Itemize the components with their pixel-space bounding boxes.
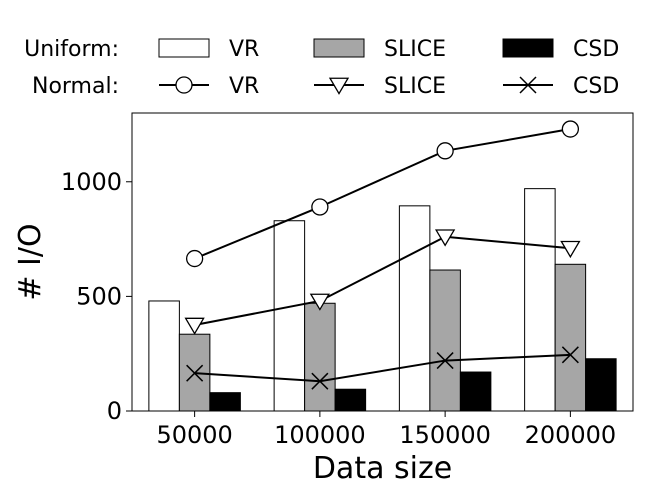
legend: Uniform: VR SLICE CSD Normal: VR SLICE CSD <box>24 37 619 99</box>
bar-uniform-csd-50000 <box>209 392 241 412</box>
point-normal-csd-100000 <box>311 372 329 390</box>
y-tick-label: 0 <box>107 397 122 425</box>
point-normal-slice-100000 <box>309 293 331 311</box>
legend-marker-normal-slice <box>328 77 350 95</box>
legend-label: SLICE <box>384 74 446 99</box>
y-tick-label: 500 <box>76 282 122 310</box>
bar-uniform-slice-200000 <box>554 263 587 412</box>
legend-group-label: Normal: <box>32 74 119 99</box>
x-axis-label: Data size <box>313 451 452 486</box>
legend-swatch-uniform-csd <box>502 38 554 58</box>
legend-group-label: Uniform: <box>24 37 119 62</box>
legend-label: VR <box>229 37 259 62</box>
point-normal-vr-200000 <box>561 120 580 138</box>
bar-uniform-vr-50000 <box>148 300 180 412</box>
y-tick-label: 1000 <box>61 168 122 196</box>
point-normal-vr-150000 <box>436 142 454 160</box>
bar-uniform-vr-100000 <box>273 220 306 412</box>
legend-marker-normal-vr <box>175 76 193 94</box>
bar-uniform-csd-150000 <box>459 371 492 412</box>
line-normal-slice <box>194 235 571 327</box>
x-tick-label: 200000 <box>525 421 617 449</box>
point-normal-csd-50000 <box>186 364 204 382</box>
line-normal-csd <box>194 353 571 383</box>
bar-uniform-slice-100000 <box>304 302 336 412</box>
legend-label: CSD <box>573 74 619 99</box>
bar-uniform-csd-100000 <box>334 388 367 412</box>
plot-area <box>148 120 617 412</box>
point-normal-csd-150000 <box>436 352 454 370</box>
bar-uniform-vr-200000 <box>524 188 556 412</box>
legend-label: SLICE <box>384 37 446 62</box>
point-normal-vr-100000 <box>311 198 329 216</box>
point-normal-slice-50000 <box>184 317 205 335</box>
legend-marker-normal-csd <box>519 76 537 94</box>
legend-swatch-uniform-vr <box>158 38 210 58</box>
line-normal-vr <box>194 128 571 260</box>
bar-uniform-slice-150000 <box>429 269 461 412</box>
bar-uniform-vr-150000 <box>398 205 431 412</box>
y-axis-label: # I/O <box>13 223 48 300</box>
legend-swatch-uniform-slice <box>313 38 365 58</box>
point-normal-slice-200000 <box>560 240 581 259</box>
legend-label: VR <box>229 74 259 99</box>
x-tick-label: 50000 <box>156 421 232 449</box>
x-tick-label: 100000 <box>274 421 366 449</box>
bar-uniform-csd-200000 <box>585 358 617 412</box>
legend-label: CSD <box>573 37 619 62</box>
axes: 0 500 1000 50000 100000 150000 200000 Data size… <box>13 112 634 486</box>
point-normal-vr-50000 <box>185 249 204 268</box>
x-tick-label: 150000 <box>399 421 491 449</box>
plot-frame <box>131 112 634 412</box>
point-normal-csd-200000 <box>561 346 579 364</box>
point-normal-slice-150000 <box>434 229 456 247</box>
